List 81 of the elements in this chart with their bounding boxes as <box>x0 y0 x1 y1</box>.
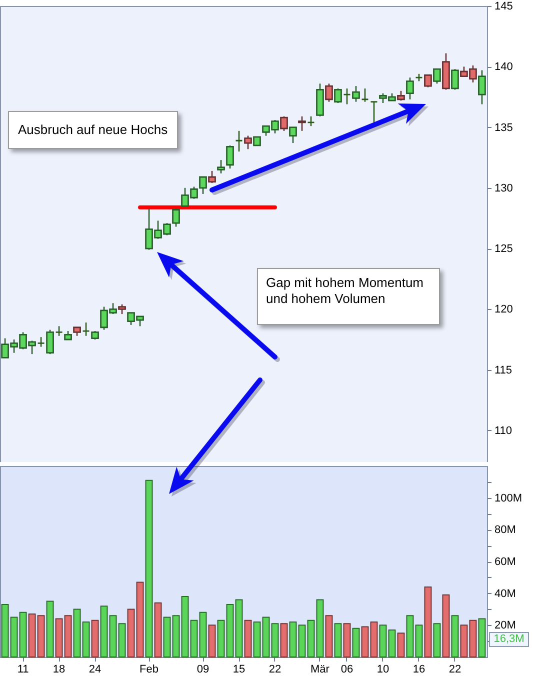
bar <box>235 599 243 658</box>
x-tick-label: Mär <box>310 664 330 676</box>
y-tick-label: 120 <box>494 304 513 316</box>
bar <box>397 632 405 658</box>
candlestick <box>235 130 243 152</box>
x-tick-label: 18 <box>52 664 66 676</box>
bar <box>145 480 153 658</box>
candlestick <box>226 144 234 170</box>
bar <box>253 621 261 658</box>
candlestick <box>217 159 225 174</box>
bar <box>442 594 450 658</box>
candlestick <box>289 126 297 144</box>
candlestick <box>118 304 126 315</box>
candlestick <box>352 85 360 102</box>
candlestick <box>433 68 441 84</box>
candlestick <box>478 70 486 105</box>
candlestick <box>370 101 378 124</box>
candlestick <box>397 90 405 102</box>
x-tick-label: 22 <box>268 664 282 676</box>
candlestick <box>280 116 288 132</box>
bar <box>208 624 216 658</box>
candlestick <box>208 170 216 184</box>
bar <box>262 616 270 658</box>
y-tick-label: 130 <box>494 182 513 194</box>
x-tick-label: 24 <box>88 664 102 676</box>
y-tick-label: 140 <box>494 61 513 74</box>
bar <box>289 621 297 658</box>
candlestick <box>37 336 45 348</box>
x-tick-label: 11 <box>17 664 29 676</box>
y-tick-label: 80M <box>494 524 516 536</box>
bar <box>433 623 441 658</box>
candlestick <box>244 135 252 150</box>
x-tick-label: 15 <box>232 664 246 676</box>
bar <box>424 586 432 658</box>
bar <box>334 623 342 658</box>
bar <box>343 623 351 658</box>
y-tick-label: 145 <box>494 0 513 12</box>
candlestick <box>334 88 342 104</box>
candlestick <box>343 88 351 105</box>
x-tick-label: Feb <box>140 664 158 676</box>
y-tick-label: 40M <box>494 588 516 600</box>
candlestick <box>451 68 459 90</box>
candlestick <box>82 322 90 337</box>
x-tick-label: 16 <box>412 664 426 676</box>
bar <box>154 602 162 658</box>
y-tick-label: 110 <box>494 424 512 437</box>
annotation: Ausbruch auf neue Hochs <box>8 111 178 149</box>
bar <box>478 618 486 658</box>
x-tick-label: 09 <box>196 664 210 676</box>
bar <box>280 623 288 658</box>
candlestick <box>199 176 207 195</box>
candlestick <box>55 326 63 337</box>
x-tick-label: 10 <box>376 664 390 676</box>
bar <box>352 628 360 658</box>
x-tick-label: 22 <box>448 664 462 676</box>
candlestick <box>424 74 432 88</box>
bar <box>244 620 252 658</box>
y-tick-label: 135 <box>494 122 513 134</box>
bar <box>190 620 198 658</box>
candlestick <box>361 88 369 102</box>
candlestick <box>406 76 414 100</box>
candlestick <box>46 329 54 355</box>
annotation: Gap mit hohem Momentum und hohem Volumen <box>257 268 440 325</box>
bar <box>46 600 54 658</box>
bar <box>199 612 207 658</box>
y-tick-label: 60M <box>494 556 516 568</box>
bar <box>91 620 99 658</box>
candlestick <box>307 116 315 127</box>
bar <box>271 623 279 658</box>
candlestick <box>298 116 306 132</box>
y-tick-label: 125 <box>494 243 513 256</box>
candlestick <box>325 82 333 102</box>
y-tick-label: 20M <box>494 620 516 632</box>
bar <box>325 615 333 658</box>
y-tick-label: 115 <box>494 364 512 376</box>
bar <box>226 604 234 658</box>
text: 16,3M <box>489 632 529 647</box>
bar <box>217 620 225 658</box>
x-tick-label: 06 <box>340 664 354 676</box>
bar <box>451 615 459 658</box>
y-tick-label: 100M <box>494 492 522 504</box>
